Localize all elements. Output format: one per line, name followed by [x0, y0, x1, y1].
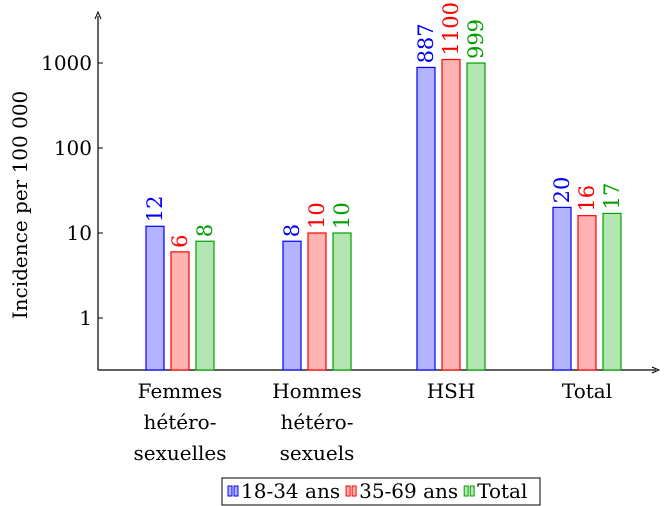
bar: [170, 251, 190, 371]
x-category-label: sexuels: [280, 441, 355, 465]
legend-swatch-bar: [227, 485, 233, 497]
bar: [307, 232, 327, 371]
bar: [441, 58, 461, 371]
bar-value-label: 999: [464, 19, 488, 59]
legend-label: Total: [477, 479, 527, 503]
bar: [466, 62, 486, 371]
x-category-label: sexuelles: [134, 441, 227, 465]
legend-item: Total: [463, 479, 527, 503]
bar: [602, 212, 622, 371]
bar-value-label: 20: [550, 177, 574, 204]
x-category-label: hétéro-: [281, 410, 354, 434]
y-axis-arrow: [94, 10, 102, 20]
x-category-label: Hommes: [272, 379, 362, 403]
x-category-label: HSH: [427, 379, 476, 403]
legend-swatch-bar: [463, 485, 469, 497]
legend: 18-34 ans 35-69 ans Total: [221, 477, 541, 506]
bar-value-label: 17: [600, 183, 624, 210]
legend-item: 18-34 ans: [227, 479, 340, 503]
y-axis-title: Incidence per 100 000: [8, 91, 32, 320]
y-tick-label: 1000: [41, 51, 92, 75]
legend-label: 18-34 ans: [241, 479, 340, 503]
bar: [577, 215, 597, 371]
bar-value-label: 10: [305, 202, 329, 229]
bar-value-label: 1100: [439, 2, 463, 55]
legend-label: 35-69 ans: [359, 479, 458, 503]
x-category-label: Total: [562, 379, 612, 403]
bar-value-label: 8: [193, 224, 217, 237]
bar: [195, 240, 215, 371]
bar-value-label: 10: [330, 202, 354, 229]
x-category-label: hétéro-: [144, 410, 217, 434]
x-category-label: Femmes: [138, 379, 223, 403]
y-tick-label: 1: [79, 306, 92, 330]
legend-item: 35-69 ans: [345, 479, 458, 503]
y-tick-label: 10: [67, 221, 92, 245]
bar-value-label: 12: [143, 196, 167, 223]
legend-swatch-bar: [233, 485, 239, 497]
y-tick-label: 100: [54, 136, 92, 160]
bar: [332, 232, 352, 371]
bar-value-label: 16: [575, 185, 599, 212]
bar: [282, 240, 302, 371]
bar: [145, 225, 165, 371]
bar: [552, 206, 572, 371]
bar-value-label: 6: [168, 234, 192, 247]
legend-swatch-bar: [345, 485, 351, 497]
legend-swatch-bar: [351, 485, 357, 497]
bar: [416, 66, 436, 371]
bar-value-label: 887: [414, 23, 438, 63]
bar-value-label: 8: [280, 224, 304, 237]
legend-box: [221, 477, 541, 506]
legend-swatch-bar: [469, 485, 475, 497]
x-axis-arrow: [651, 366, 661, 374]
